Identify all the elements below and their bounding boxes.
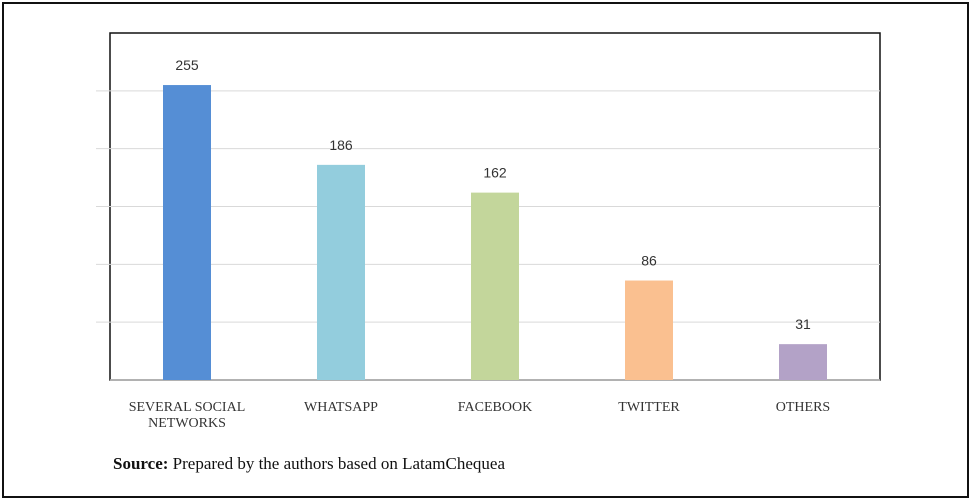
source-text: Prepared by the authors based on LatamCh… xyxy=(168,454,505,473)
source-note: Source: Prepared by the authors based on… xyxy=(113,454,505,474)
value-label: 86 xyxy=(641,253,657,269)
value-labels: 255 186 162 86 31 xyxy=(175,57,811,332)
bar xyxy=(625,280,673,380)
bars xyxy=(163,85,827,381)
bar xyxy=(317,164,365,380)
value-label: 31 xyxy=(795,316,811,332)
category-label: FACEBOOK xyxy=(458,400,532,415)
value-label: 186 xyxy=(329,137,353,153)
bar xyxy=(471,192,519,380)
value-label: 162 xyxy=(483,165,507,181)
bar xyxy=(779,344,827,380)
category-label: SEVERAL SOCIAL NETWORKS xyxy=(129,400,246,431)
category-labels: SEVERAL SOCIAL NETWORKS WHATSAPP FACEBOOK TW… xyxy=(129,400,831,431)
bar xyxy=(163,85,211,381)
category-label: OTHERS xyxy=(776,400,830,415)
category-label: WHATSAPP xyxy=(304,400,378,415)
category-label: TWITTER xyxy=(618,400,680,415)
source-label: Source: xyxy=(113,454,169,473)
value-label: 255 xyxy=(175,57,199,73)
